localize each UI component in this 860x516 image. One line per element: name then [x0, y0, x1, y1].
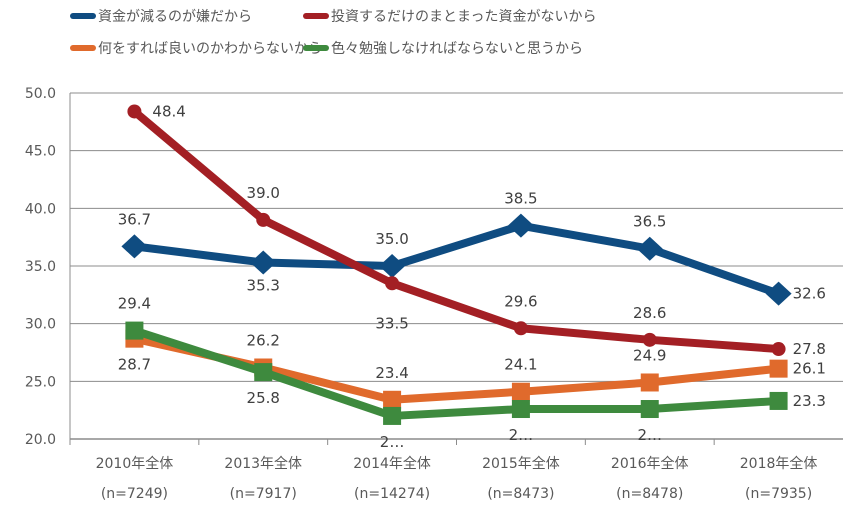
legend-label: 資金が減るのが嫌だから — [98, 9, 252, 25]
x-tick-label: 2014年全体 — [353, 455, 431, 472]
data-point — [640, 373, 659, 392]
data-point — [250, 250, 277, 275]
data-label: 28.6 — [633, 304, 666, 322]
data-label: 33.5 — [375, 314, 408, 332]
x-tick-label: 2018年全体 — [740, 455, 818, 472]
data-label: 25.8 — [247, 389, 280, 407]
y-tick-label: 35.0 — [25, 259, 56, 275]
x-tick-sublabel: (n=7917) — [230, 486, 297, 502]
data-point — [121, 234, 148, 259]
data-point — [127, 104, 142, 119]
x-tick-sublabel: (n=8473) — [487, 486, 554, 502]
x-tick-label: 2016年全体 — [611, 455, 689, 472]
data-label: 23.3 — [793, 392, 826, 410]
legend-swatch — [303, 45, 329, 51]
data-point — [769, 359, 788, 378]
x-tick-label: 2013年全体 — [224, 455, 302, 472]
data-label: 29.4 — [118, 295, 151, 313]
y-tick-label: 20.0 — [25, 432, 56, 448]
data-point — [383, 406, 402, 425]
data-label: 48.4 — [152, 102, 185, 120]
y-tick-label: 40.0 — [25, 201, 56, 217]
data-label: 2… — [380, 433, 405, 451]
y-tick-label: 50.0 — [25, 86, 56, 102]
legend-label: 何をすれば良いのかわからないから — [98, 41, 322, 57]
data-label: 2… — [637, 426, 662, 444]
x-tick-label: 2010年全体 — [96, 455, 174, 472]
data-label: 24.9 — [633, 346, 666, 364]
data-label: 36.7 — [118, 210, 151, 228]
x-tick-sublabel: (n=7249) — [101, 486, 168, 502]
series-line-1 — [131, 108, 779, 354]
legend-item-2: 何をすれば良いのかわからないから — [70, 38, 322, 58]
data-label: 28.7 — [118, 356, 151, 374]
data-point — [513, 321, 528, 336]
legend-swatch — [70, 13, 96, 19]
data-label: 36.5 — [633, 213, 666, 231]
legend-swatch — [303, 13, 329, 19]
data-point — [765, 281, 792, 306]
data-point — [385, 276, 400, 291]
data-point — [256, 212, 271, 227]
data-point — [511, 382, 530, 401]
data-point — [640, 400, 659, 419]
y-tick-label: 25.0 — [25, 374, 56, 390]
data-point — [383, 390, 402, 409]
data-label: 35.0 — [375, 230, 408, 248]
data-label: 24.1 — [504, 356, 537, 374]
data-point — [125, 321, 144, 340]
data-point — [379, 254, 406, 278]
data-point — [769, 391, 788, 410]
legend-label: 投資するだけのまとまった資金がないから — [331, 9, 597, 25]
data-label: 26.1 — [793, 360, 826, 378]
data-point — [254, 358, 273, 377]
x-tick-label: 2015年全体 — [482, 455, 560, 472]
legend-item-0: 資金が減るのが嫌だから — [70, 6, 252, 26]
series-line-3 — [133, 326, 779, 420]
y-tick-label: 30.0 — [25, 317, 56, 333]
data-label: 29.6 — [504, 292, 537, 310]
data-label: 2… — [509, 426, 534, 444]
data-label: 35.3 — [247, 277, 280, 295]
data-label: 32.6 — [793, 285, 826, 303]
data-label: 26.2 — [247, 331, 280, 349]
legend-item-3: 色々勉強しなければならないと思うから — [303, 38, 583, 58]
legend-label: 色々勉強しなければならないと思うから — [331, 41, 583, 57]
series-line-0 — [133, 221, 780, 298]
data-point — [254, 363, 273, 382]
data-label: 38.5 — [504, 190, 537, 208]
legend-item-1: 投資するだけのまとまった資金がないから — [303, 6, 596, 26]
y-tick-label: 45.0 — [25, 144, 56, 160]
series-line-2 — [133, 334, 780, 404]
x-tick-sublabel: (n=14274) — [354, 486, 430, 502]
legend-swatch — [70, 45, 96, 51]
data-point — [511, 400, 530, 419]
data-label: 27.8 — [793, 340, 826, 358]
data-point — [636, 236, 663, 261]
data-label: 23.4 — [375, 364, 408, 382]
data-point — [771, 342, 786, 357]
data-point — [507, 213, 534, 238]
data-label: 39.0 — [247, 184, 280, 202]
data-point — [642, 332, 657, 347]
x-tick-sublabel: (n=7935) — [745, 486, 812, 502]
x-tick-sublabel: (n=8478) — [616, 486, 683, 502]
data-point — [125, 329, 144, 348]
